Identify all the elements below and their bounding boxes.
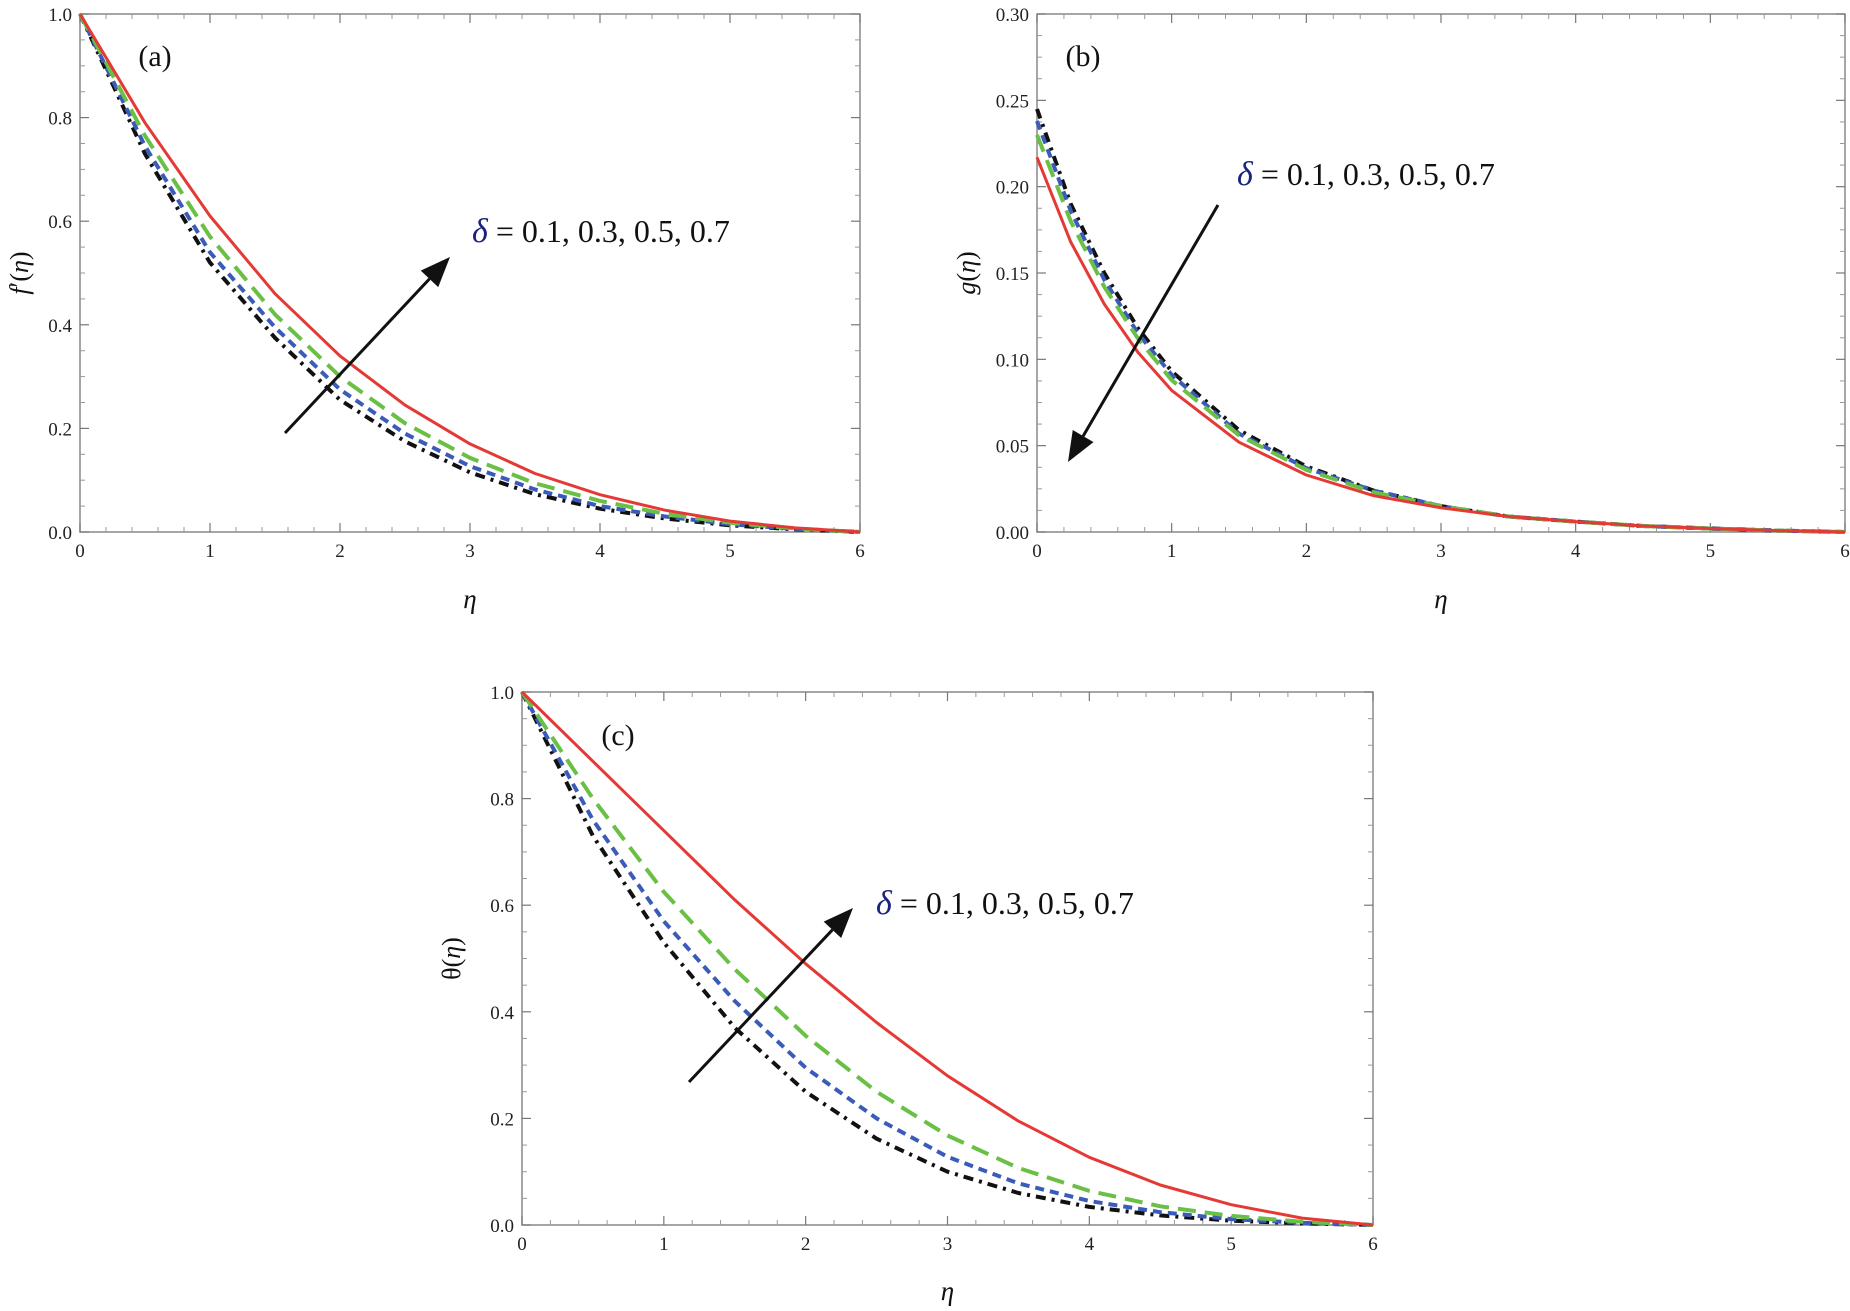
annotation-values: = 0.1, 0.3, 0.5, 0.7 [1253, 156, 1495, 192]
annotation-arrow-shaft [1081, 204, 1220, 437]
y-tick-label: 0.15 [996, 264, 1029, 285]
x-tick-label: 4 [595, 541, 605, 562]
series-line [1035, 134, 1846, 534]
x-tick-label: 4 [1085, 1234, 1095, 1255]
annotation-symbol: δ [472, 213, 489, 250]
y-tick-label: 0.8 [48, 109, 72, 130]
y-tick-label: 0.8 [490, 790, 514, 811]
annotation-label: δ = 0.1, 0.3, 0.5, 0.7 [472, 213, 730, 250]
series-line [78, 13, 861, 534]
chart-a: 0 1 2 3 4 5 60.00.20.40.60.81.0ηf′(η)(a)δ = 0.… [5, 5, 865, 614]
annotation-values: = 0.1, 0.3, 0.5, 0.7 [488, 213, 730, 249]
x-tick-label: 6 [1368, 1234, 1378, 1255]
x-tick-label: 3 [465, 541, 475, 562]
series-line [520, 690, 1374, 1227]
series-line [520, 691, 1374, 1227]
chart-c: 0 1 2 3 4 5 60.00.20.40.60.81.0ηθ(η)(c)δ = 0.1… [437, 683, 1378, 1306]
series-line [78, 13, 861, 534]
x-axis-label: η [1434, 584, 1447, 614]
y-axis-label: g(η) [952, 251, 981, 294]
y-axis-label-part: ( [952, 273, 981, 282]
annotation-arrow-shaft [283, 277, 431, 435]
y-axis-label: θ(η) [437, 937, 466, 980]
y-axis-label-part: ′( [5, 273, 34, 287]
x-tick-label: 3 [943, 1234, 953, 1255]
y-tick-label: 0.4 [490, 1003, 514, 1024]
y-tick-label: 1.0 [48, 5, 72, 26]
panel-label: (c) [601, 719, 634, 752]
x-tick-label: 5 [725, 541, 735, 562]
annotation-label: δ = 0.1, 0.3, 0.5, 0.7 [1237, 156, 1495, 193]
plot-frame [521, 691, 1374, 1226]
x-tick-label: 4 [1571, 541, 1581, 562]
y-axis-label: f′(η) [5, 251, 34, 294]
x-tick-label: 2 [335, 541, 345, 562]
series-line [78, 13, 861, 534]
y-axis-label-part: η [952, 260, 981, 273]
annotation-arrow-head [823, 908, 853, 939]
x-tick-label: 0 [517, 1234, 527, 1255]
y-axis-label-part: f [5, 284, 34, 295]
y-tick-label: 0.6 [490, 896, 514, 917]
y-tick-label: 0.10 [996, 350, 1029, 371]
y-axis-label-part: ) [437, 937, 466, 946]
y-tick-label: 0.05 [996, 437, 1029, 458]
y-tick-label: 0.4 [48, 316, 72, 337]
y-axis-label-part: g [952, 282, 981, 295]
x-tick-label: 1 [205, 541, 215, 562]
x-axis-label: η [463, 584, 476, 614]
y-tick-label: 0.0 [48, 523, 72, 544]
y-tick-label: 0.25 [996, 91, 1029, 112]
x-tick-label: 2 [801, 1234, 811, 1255]
y-tick-label: 0.30 [996, 5, 1029, 26]
y-tick-label: 1.0 [490, 683, 514, 704]
x-tick-label: 5 [1706, 541, 1716, 562]
y-tick-label: 0.2 [490, 1109, 514, 1130]
y-axis-label-part: η [437, 946, 466, 959]
x-tick-label: 3 [1436, 541, 1446, 562]
x-tick-label: 6 [1840, 541, 1850, 562]
y-axis-label-part: ) [952, 251, 981, 260]
y-tick-label: 0.00 [996, 523, 1029, 544]
y-tick-label: 0.20 [996, 178, 1029, 199]
y-tick-label: 0.6 [48, 212, 72, 233]
x-tick-label: 2 [1302, 541, 1312, 562]
series-line [520, 690, 1374, 1227]
series-line [520, 691, 1374, 1227]
plot-frame [79, 13, 861, 533]
annotation-symbol: δ [876, 885, 893, 922]
y-axis-label-part: η [5, 260, 34, 273]
x-tick-label: 5 [1226, 1234, 1236, 1255]
y-axis-label-part: θ [437, 967, 466, 979]
y-tick-label: 0.2 [48, 419, 72, 440]
annotation-arrow-head [1068, 430, 1094, 462]
annotation-label: δ = 0.1, 0.3, 0.5, 0.7 [876, 885, 1134, 922]
x-tick-label: 6 [855, 541, 865, 562]
y-axis-label-part: ) [5, 251, 34, 260]
x-tick-label: 0 [75, 541, 85, 562]
x-tick-label: 0 [1032, 541, 1042, 562]
y-axis-label-part: ( [437, 959, 466, 968]
x-axis-label: η [941, 1276, 954, 1306]
annotation-arrow-head [420, 257, 450, 288]
series-line [1035, 156, 1846, 534]
x-tick-label: 1 [659, 1234, 669, 1255]
x-tick-label: 1 [1167, 541, 1177, 562]
annotation-arrow-shaft [687, 928, 834, 1084]
y-tick-label: 0.0 [490, 1216, 514, 1237]
annotation-symbol: δ [1237, 156, 1254, 193]
panel-label: (a) [138, 40, 171, 73]
series-line [78, 13, 861, 534]
panel-label: (b) [1066, 40, 1101, 73]
annotation-values: = 0.1, 0.3, 0.5, 0.7 [892, 885, 1134, 921]
plot-frame [1036, 13, 1846, 533]
chart-b: 0 1 2 3 4 5 60.000.050.100.150.200.250.30ηg(η)… [952, 5, 1850, 614]
